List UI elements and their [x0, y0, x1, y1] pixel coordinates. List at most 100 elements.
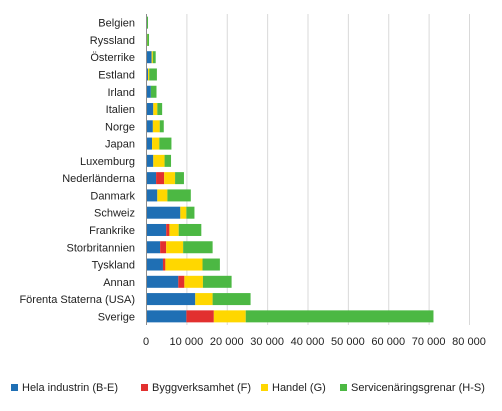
grid-lines: [186, 14, 470, 325]
x-tick-label: 60 000: [371, 336, 405, 348]
legend: Hela industrin (B-E) Byggverksamhet (F) Ha…: [8, 380, 500, 398]
bar-segment: [157, 103, 163, 116]
bar-segment: [151, 51, 153, 64]
bar-segment: [146, 258, 163, 271]
bar-segment: [146, 33, 148, 46]
bar-segment: [146, 275, 179, 288]
bar-segment: [156, 172, 165, 185]
bar-segment: [157, 189, 168, 202]
bar-segment: [159, 120, 164, 133]
category-label: Österrike: [90, 52, 135, 64]
bar-segment: [159, 137, 172, 150]
legend-swatch: [141, 384, 148, 391]
bar-segment: [149, 68, 157, 81]
bar-segment: [146, 120, 153, 133]
legend-swatch: [340, 384, 347, 391]
category-label: Schweiz: [94, 208, 135, 220]
bar-segment: [166, 223, 170, 236]
legend-swatch: [261, 384, 268, 391]
bar-segment: [146, 241, 161, 254]
bar-segment: [169, 223, 179, 236]
bar-segment: [146, 206, 181, 219]
x-tick-label: 0: [143, 336, 149, 348]
bar-segment: [146, 103, 154, 116]
bars: [146, 16, 434, 323]
bar-segment: [146, 137, 153, 150]
bar-segment: [146, 293, 196, 306]
x-tick-label: 80 000: [452, 336, 486, 348]
x-tick-label: 40 000: [291, 336, 325, 348]
category-label: Sverige: [98, 311, 135, 323]
bar-segment: [146, 154, 154, 167]
bar-segment: [152, 51, 156, 64]
x-tick-label: 30 000: [250, 336, 284, 348]
bar-segment: [153, 103, 158, 116]
x-tick-label: 10 000: [170, 336, 204, 348]
legend-item: Servicenäringsgrenar (H-S): [340, 380, 485, 396]
category-label: Estland: [98, 69, 135, 81]
bar-segment: [184, 275, 203, 288]
bar-segment: [147, 33, 150, 46]
category-label: Japan: [105, 139, 135, 151]
bar-segment: [152, 120, 160, 133]
bar-segment: [146, 223, 167, 236]
bar-segment: [164, 172, 176, 185]
bar-segment: [146, 51, 152, 64]
bar-segment: [146, 172, 157, 185]
bar-segment: [146, 310, 187, 323]
bar-segment: [195, 293, 213, 306]
x-tick-label: 20 000: [210, 336, 244, 348]
bar-segment: [146, 68, 149, 81]
legend-item: Hela industrin (B-E): [11, 380, 118, 396]
bar-segment: [180, 206, 187, 219]
category-label: Frankrike: [89, 225, 135, 237]
legend-item: Byggverksamhet (F): [141, 380, 251, 396]
bar-segment: [160, 241, 167, 254]
category-label: Norge: [105, 121, 135, 133]
bar-segment: [153, 154, 165, 167]
bar-segment: [186, 206, 195, 219]
x-tick-label: 70 000: [412, 336, 446, 348]
bar-segment: [186, 310, 214, 323]
bar-segment: [167, 189, 191, 202]
category-label: Luxemburg: [80, 156, 135, 168]
bar-segment: [166, 241, 184, 254]
bar-segment: [202, 258, 220, 271]
category-label: Ryssland: [90, 35, 135, 47]
bar-segment: [164, 154, 172, 167]
category-label: Danmark: [90, 190, 135, 202]
legend-label: Handel (G): [272, 382, 326, 394]
legend-label: Hela industrin (B-E): [22, 382, 118, 394]
bar-segment: [178, 223, 202, 236]
bar-segment: [245, 310, 434, 323]
bar-segment: [146, 189, 158, 202]
bar-segment: [152, 137, 160, 150]
bar-segment: [146, 16, 149, 29]
category-label: Irland: [107, 87, 135, 99]
category-label: Nederländerna: [62, 173, 136, 185]
bar-segment: [162, 258, 166, 271]
category-label: Förenta Staterna (USA): [19, 294, 135, 306]
bar-segment: [183, 241, 213, 254]
legend-label: Byggverksamhet (F): [152, 382, 252, 394]
legend-swatch: [11, 384, 18, 391]
bar-segment: [148, 68, 150, 81]
bar-segment: [165, 258, 203, 271]
labels: 0 10 000 20 000 30 000 40 000 50 000 60 000 70 …: [19, 18, 485, 348]
x-tick-label: 50 000: [331, 336, 365, 348]
bar-segment: [175, 172, 184, 185]
category-label: Belgien: [98, 18, 135, 30]
bar-segment: [213, 310, 246, 323]
bar-segment: [202, 275, 232, 288]
legend-item: Handel (G): [261, 380, 326, 396]
bar-segment: [150, 85, 157, 98]
bar-segment: [146, 85, 151, 98]
category-label: Annan: [103, 277, 135, 289]
category-label: Italien: [106, 104, 135, 116]
bar-segment: [178, 275, 185, 288]
bar-segment: [212, 293, 251, 306]
category-label: Storbritannien: [67, 242, 136, 254]
legend-label: Servicenäringsgrenar (H-S): [351, 382, 485, 394]
